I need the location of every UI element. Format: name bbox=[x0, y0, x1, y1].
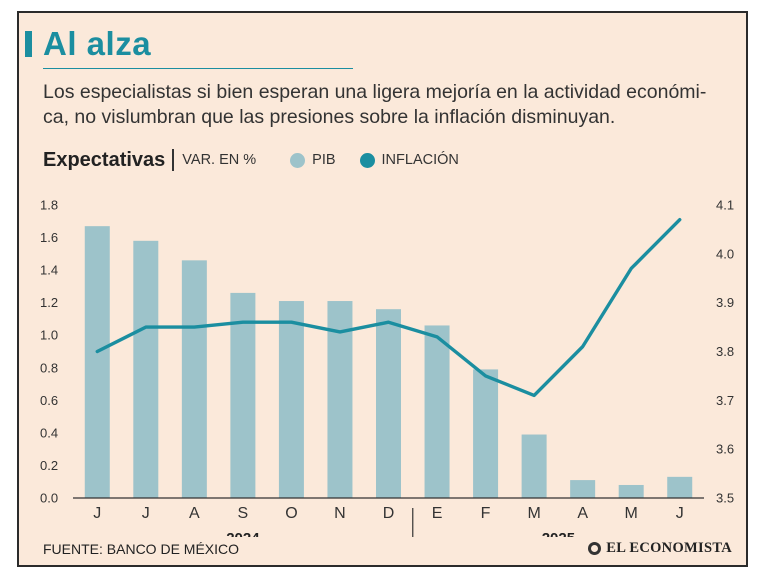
pib-bars bbox=[84, 226, 693, 499]
left-tick-label: 1.2 bbox=[40, 295, 58, 310]
left-tick-label: 0.6 bbox=[40, 393, 58, 408]
right-tick-label: 3.5 bbox=[716, 491, 734, 506]
pib-bar bbox=[376, 309, 401, 498]
category-label: A bbox=[577, 505, 588, 522]
category-label: F bbox=[481, 505, 491, 522]
left-tick-label: 1.0 bbox=[40, 328, 58, 343]
category-label: M bbox=[625, 505, 638, 522]
category-label: M bbox=[527, 505, 540, 522]
category-label: O bbox=[285, 505, 297, 522]
left-axis-ticks: 0.0 0.2 0.4 0.6 0.8 1.0 1.2 1.4 1.6 1.8 bbox=[40, 198, 58, 506]
legend-separator bbox=[172, 149, 175, 171]
category-label: J bbox=[142, 505, 150, 522]
brand-circle-icon bbox=[588, 542, 602, 555]
pib-bar bbox=[181, 260, 207, 498]
pib-bar bbox=[133, 240, 159, 499]
right-axis-ticks: 3.5 3.6 3.7 3.8 3.9 4.0 4.1 bbox=[716, 198, 734, 506]
pib-bar bbox=[230, 292, 256, 498]
right-tick-label: 3.6 bbox=[716, 442, 734, 457]
left-tick-label: 0.2 bbox=[40, 458, 58, 473]
brand-text: EL ECONOMISTA bbox=[606, 540, 732, 556]
right-tick-label: 4.1 bbox=[716, 198, 734, 213]
title-underline bbox=[43, 68, 353, 69]
pib-bar bbox=[521, 434, 547, 498]
left-tick-label: 1.6 bbox=[40, 230, 58, 245]
right-tick-label: 3.8 bbox=[716, 344, 734, 359]
legend-unit: VAR. EN % bbox=[182, 152, 257, 168]
pib-bar bbox=[618, 484, 644, 498]
left-tick-label: 0.0 bbox=[40, 491, 58, 506]
left-tick-label: 1.8 bbox=[40, 198, 58, 213]
chart-legend: Expectativas VAR. EN % PIB INFLACIÓN bbox=[43, 146, 459, 174]
legend-swatch-inflacion bbox=[359, 152, 375, 168]
title-accent-bar bbox=[25, 31, 32, 57]
left-tick-label: 0.4 bbox=[40, 425, 58, 440]
year-labels: 2024 2025 bbox=[226, 530, 575, 537]
pib-bar bbox=[570, 480, 596, 498]
legend-label-pib: PIB bbox=[312, 152, 336, 168]
legend-title: Expectativas bbox=[43, 148, 166, 171]
source-note: FUENTE: BANCO DE MÉXICO bbox=[43, 541, 240, 557]
category-label: A bbox=[189, 505, 200, 522]
left-tick-label: 1.4 bbox=[40, 263, 58, 278]
pib-bar bbox=[278, 301, 304, 498]
category-label: S bbox=[238, 505, 249, 522]
legend-item-pib: PIB bbox=[290, 152, 336, 168]
right-tick-label: 3.9 bbox=[716, 295, 734, 310]
brand-logo: EL ECONOMISTA bbox=[588, 540, 732, 557]
pib-bar bbox=[667, 476, 693, 498]
left-tick-label: 0.8 bbox=[40, 360, 58, 375]
subtitle-line-1: Los especialistas si bien esperan una li… bbox=[43, 81, 707, 103]
legend-label-inflacion: INFLACIÓN bbox=[381, 152, 459, 168]
infographic-card: Al alza Los especialistas si bien espera… bbox=[17, 11, 748, 567]
pib-bar bbox=[327, 301, 353, 498]
right-tick-label: 3.7 bbox=[716, 393, 734, 408]
category-label: D bbox=[383, 505, 395, 522]
category-label: E bbox=[432, 505, 443, 522]
year-label: 2025 bbox=[542, 530, 575, 537]
chart-plot: 0.0 0.2 0.4 0.6 0.8 1.0 1.2 1.4 1.6 1.8 3.5 3.6 3.7… bbox=[40, 198, 734, 537]
right-tick-label: 4.0 bbox=[716, 246, 734, 261]
pib-bar bbox=[84, 226, 110, 498]
category-label: J bbox=[93, 505, 101, 522]
page-title: Al alza bbox=[43, 25, 152, 62]
subtitle-line-2: ca, no vislumbran que las presiones sobr… bbox=[43, 106, 616, 128]
legend-item-inflacion: INFLACIÓN bbox=[359, 152, 459, 168]
pib-bar bbox=[473, 369, 499, 498]
pib-bar bbox=[424, 325, 450, 498]
legend-swatch-pib bbox=[290, 152, 306, 168]
category-label: N bbox=[334, 505, 346, 522]
inflacion-line bbox=[95, 217, 682, 398]
year-label: 2024 bbox=[226, 530, 260, 537]
category-label: J bbox=[676, 505, 684, 522]
subtitle: Los especialistas si bien esperan una li… bbox=[43, 80, 733, 130]
